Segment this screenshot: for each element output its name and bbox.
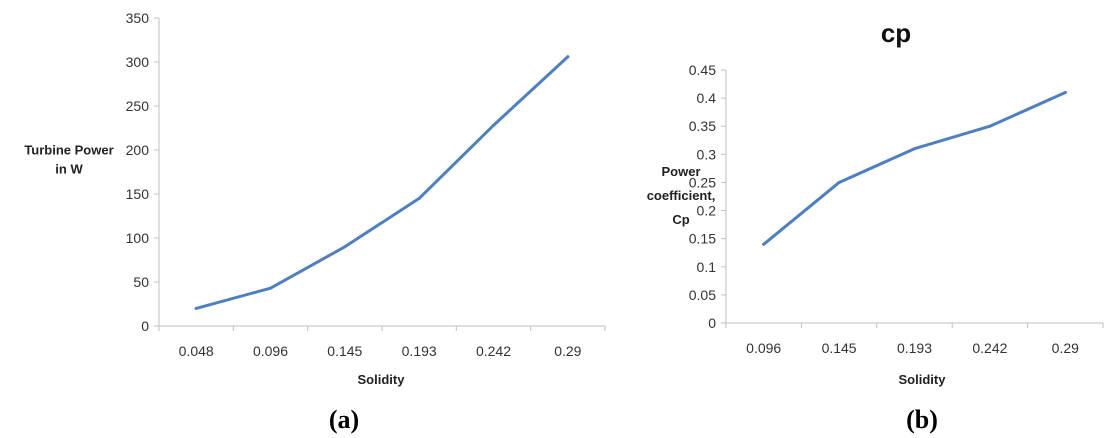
x-ticks: 0.096 0.145 0.193 0.242 0.29 [725,323,1104,356]
x-tick-label: 0.193 [897,340,932,356]
y-axis-label-line: Power [661,164,700,179]
y-tick-label: 150 [126,186,150,202]
chart-power-coefficient: cp Power coefficient, Cp Solidity 0 0.05 0.1… [647,18,1104,434]
y-tick-label: 0 [708,315,716,331]
y-axis-label: Power coefficient, Cp [647,164,716,227]
x-tick-label: 0.048 [179,343,214,359]
data-point [913,147,916,151]
y-tick-label: 0.4 [697,90,717,106]
x-axis-label: Solidity [899,372,947,387]
y-tick-label: 0.15 [689,231,716,247]
y-axis-label-line: in W [55,162,83,177]
y-tick-label: 0.25 [689,174,716,190]
y-tick-label: 0.05 [689,287,716,303]
data-point [417,196,421,200]
x-tick-label: 0.29 [1052,340,1079,356]
y-tick-label: 50 [133,274,149,290]
x-tick-label: 0.096 [253,343,288,359]
data-point [762,242,766,246]
y-tick-label: 0 [141,318,149,334]
chart-turbine-power: Turbine Power in W Solidity 0 50 100 150 200 2… [24,10,606,434]
x-ticks: 0.048 0.096 0.145 0.193 0.242 0.29 [158,326,606,359]
x-tick-label: 0.193 [402,343,437,359]
y-tick-label: 250 [126,98,150,114]
y-tick-label: 100 [126,230,150,246]
series-line [194,55,570,310]
y-axis-label: Turbine Power in W [24,143,113,177]
data-point [194,306,198,310]
data-point [343,245,347,249]
data-point [492,123,495,127]
x-tick-label: 0.29 [554,343,581,359]
y-axis-label-line: Turbine Power [24,143,113,158]
data-points [194,55,570,310]
data-point [269,286,272,290]
chart-title: cp [881,18,911,48]
x-tick-label: 0.096 [746,340,781,356]
data-point [837,180,841,184]
y-axis-label-line: coefficient, [647,188,716,203]
series-line [762,90,1067,246]
y-tick-label: 300 [126,54,150,70]
x-tick-label: 0.242 [476,343,511,359]
y-tick-label: 0.3 [697,146,717,162]
y-ticks: 0 50 100 150 200 250 300 350 [126,10,159,334]
data-point [1063,90,1067,94]
y-tick-label: 0.45 [689,62,716,78]
data-points [762,90,1067,246]
x-tick-label: 0.145 [822,340,857,356]
y-tick-label: 0.2 [697,203,717,219]
y-tick-label: 350 [126,10,150,26]
x-tick-label: 0.145 [327,343,362,359]
y-tick-label: 0.1 [697,259,717,275]
data-point [566,55,570,59]
data-point [988,124,992,128]
y-tick-label: 200 [126,142,150,158]
x-axis-label: Solidity [358,372,406,387]
panel-label: (a) [329,405,359,434]
panel-label: (b) [906,405,938,434]
y-ticks: 0 0.05 0.1 0.15 0.2 0.25 0.3 0.35 0.4 0.45 [689,62,726,331]
x-tick-label: 0.242 [972,340,1007,356]
y-axis-label-line: Cp [672,212,689,227]
y-tick-label: 0.35 [689,118,716,134]
